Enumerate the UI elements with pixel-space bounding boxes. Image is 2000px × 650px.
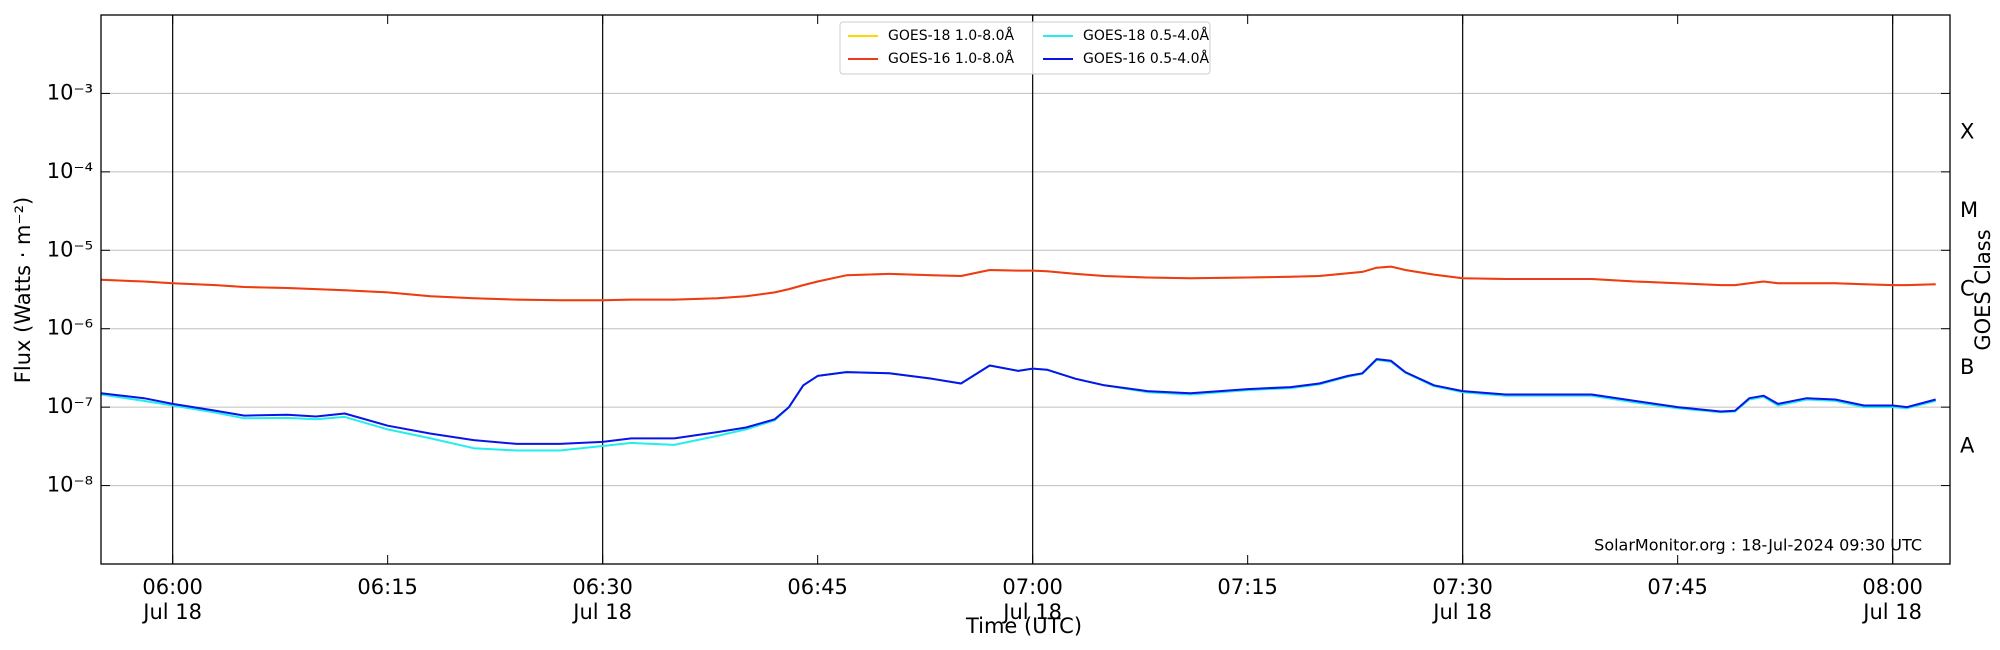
x-tick-label: 07:30 [1432, 575, 1493, 599]
y-tick-label: 10⁻³ [47, 80, 93, 104]
y2-tick-label: A [1960, 433, 1975, 457]
x-tick-label: 06:45 [787, 575, 848, 599]
series-line [100, 358, 1936, 445]
y-tick-label: 10⁻⁶ [47, 316, 93, 340]
y-tick-label: 10⁻⁴ [47, 159, 93, 183]
y-tick-label: 10⁻⁸ [47, 473, 93, 497]
x-tick-label: 06:00 [142, 575, 203, 599]
x-tick-label: Jul 18 [141, 600, 202, 624]
y-tick-label: 10⁻⁵ [47, 237, 93, 261]
legend-label: GOES-16 1.0-8.0Å [888, 50, 1014, 67]
x-tick-label: 06:15 [357, 575, 418, 599]
x-tick-label: Jul 18 [1431, 600, 1492, 624]
legend-label: GOES-18 0.5-4.0Å [1083, 27, 1209, 44]
x-tick-label: 06:30 [572, 575, 633, 599]
legend-label: GOES-16 0.5-4.0Å [1083, 50, 1209, 67]
x-tick-label: Jul 18 [571, 600, 632, 624]
y2-tick-label: B [1960, 355, 1974, 379]
y-tick-label: 10⁻⁷ [47, 394, 93, 418]
legend-label: GOES-18 1.0-8.0Å [888, 27, 1014, 44]
x-tick-label: Jul 18 [1861, 600, 1922, 624]
y2-tick-label: C [1960, 277, 1975, 301]
x-tick-label: 08:00 [1862, 575, 1923, 599]
x-tick-label: 07:45 [1647, 575, 1708, 599]
y2-tick-label: X [1960, 120, 1974, 144]
x-axis-label: Time (UTC) [965, 614, 1082, 638]
plot-frame [100, 14, 1951, 565]
x-tick-label: 07:15 [1217, 575, 1278, 599]
x-tick-label: Jul 18 [1001, 600, 1062, 624]
series-line [100, 265, 1936, 302]
y2-tick-label: M [1960, 198, 1978, 222]
legend-box [839, 21, 1211, 75]
annotation: SolarMonitor.org : 18-Jul-2024 09:30 UTC [1594, 536, 1922, 555]
y2-axis-label: GOES Class [1971, 229, 1995, 350]
x-tick-label: 07:00 [1002, 575, 1063, 599]
y-axis-label: Flux (Watts · m⁻²) [11, 197, 35, 383]
